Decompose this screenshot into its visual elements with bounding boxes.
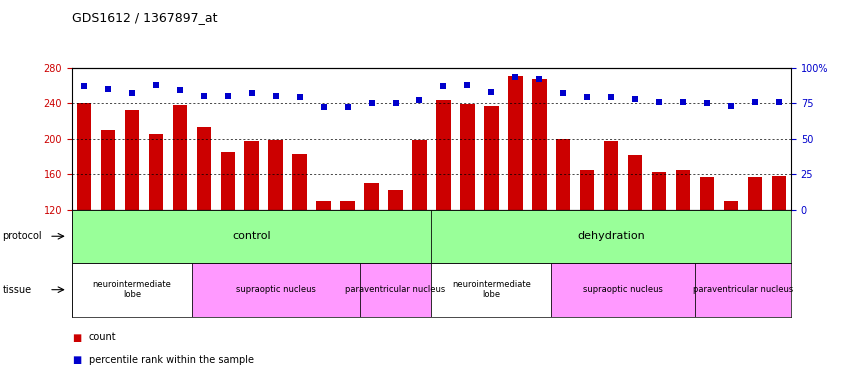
Bar (604, 141, 618, 317)
Text: neurointermediate
lobe: neurointermediate lobe (92, 280, 171, 299)
Bar (580, 170, 595, 317)
Text: neurointermediate
lobe: neurointermediate lobe (452, 280, 530, 299)
Text: percentile rank within the sample: percentile rank within the sample (89, 355, 254, 365)
Bar (652, 172, 667, 317)
Bar (431, 262, 552, 317)
Text: protocol: protocol (3, 231, 42, 241)
Bar (556, 139, 570, 317)
Bar (748, 177, 762, 317)
Text: GDS1612 / 1367897_at: GDS1612 / 1367897_at (72, 11, 217, 24)
Text: ■: ■ (72, 333, 81, 342)
Bar (221, 152, 235, 317)
Text: tissue: tissue (3, 285, 31, 295)
Text: supraoptic nucleus: supraoptic nucleus (583, 285, 663, 294)
Text: dehydration: dehydration (577, 231, 645, 241)
Bar (101, 130, 115, 317)
Bar (340, 201, 354, 317)
Text: control: control (233, 231, 271, 241)
Bar (244, 141, 259, 317)
Bar (772, 176, 786, 317)
Text: count: count (89, 333, 117, 342)
Text: ■: ■ (72, 355, 81, 365)
Bar (149, 134, 163, 317)
Bar (77, 103, 91, 317)
Bar (628, 155, 642, 317)
Bar (508, 76, 523, 317)
Bar (437, 100, 451, 317)
Bar (412, 140, 426, 317)
Bar (532, 79, 547, 317)
Bar (72, 262, 192, 317)
Bar (124, 110, 139, 317)
Bar (365, 183, 379, 317)
Bar (268, 140, 283, 317)
Bar (293, 154, 307, 317)
Bar (552, 262, 695, 317)
Bar (316, 201, 331, 317)
Bar (72, 210, 431, 262)
Text: paraventricular nucleus: paraventricular nucleus (345, 285, 446, 294)
Text: supraoptic nucleus: supraoptic nucleus (236, 285, 316, 294)
Bar (360, 262, 431, 317)
Bar (388, 189, 403, 317)
Bar (431, 210, 791, 262)
Bar (460, 104, 475, 317)
Bar (724, 201, 739, 317)
Bar (700, 177, 714, 317)
Bar (695, 262, 791, 317)
Bar (192, 262, 360, 317)
Bar (484, 106, 498, 317)
Bar (196, 127, 211, 317)
Bar (676, 170, 690, 317)
Bar (173, 105, 187, 317)
Text: paraventricular nucleus: paraventricular nucleus (693, 285, 794, 294)
